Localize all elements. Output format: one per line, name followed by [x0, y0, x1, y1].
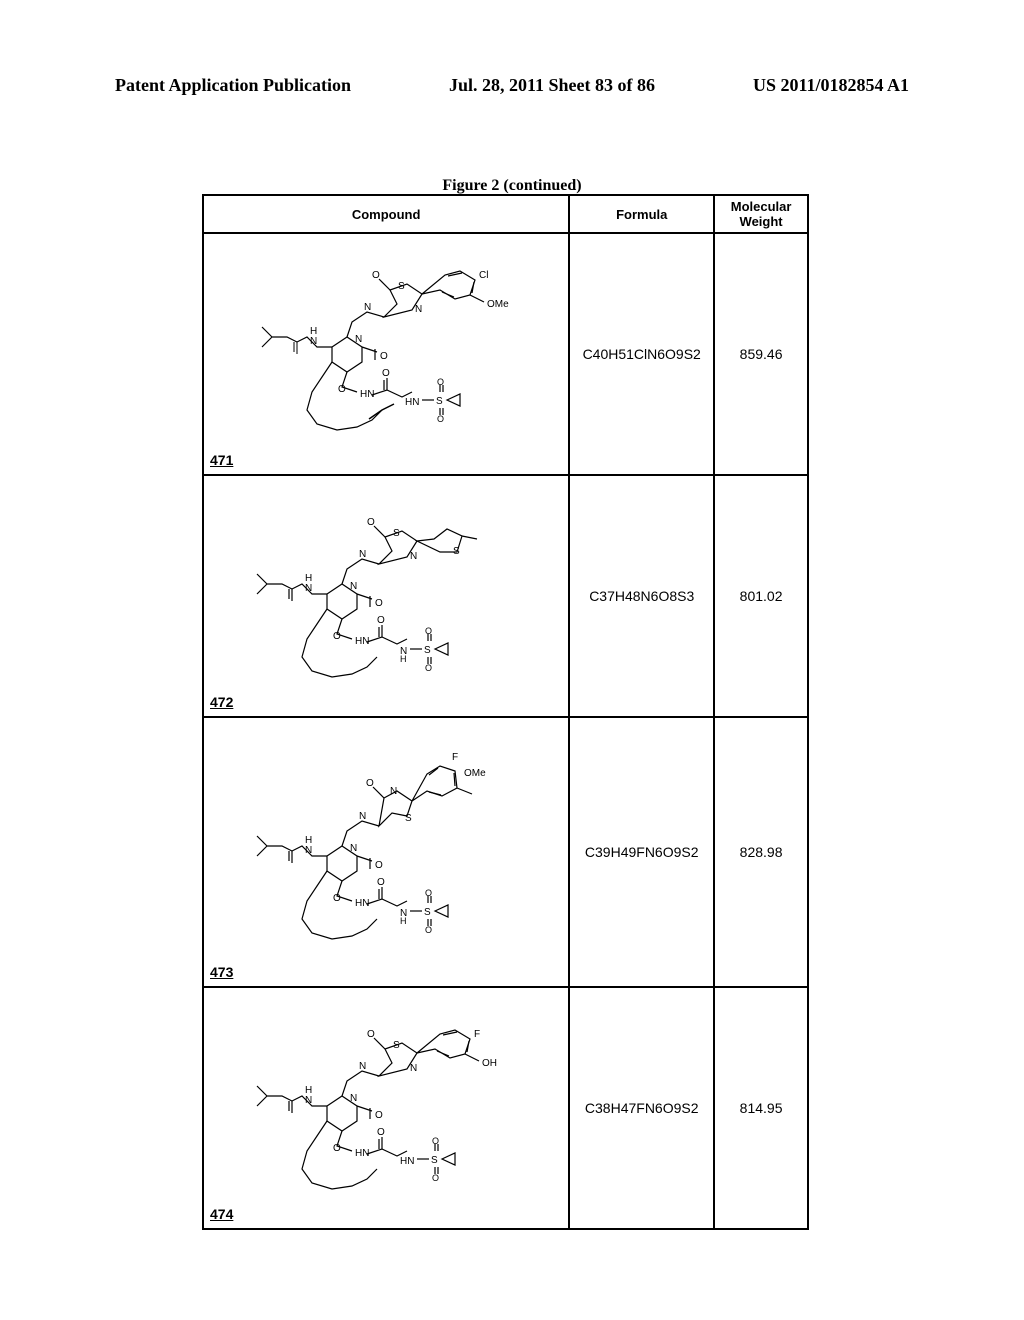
- svg-text:O: O: [425, 925, 432, 935]
- svg-text:N: N: [305, 583, 312, 594]
- svg-text:F: F: [474, 1029, 480, 1040]
- svg-text:O: O: [377, 877, 385, 888]
- svg-text:N: N: [350, 581, 357, 592]
- header-publication-number: US 2011/0182854 A1: [753, 75, 909, 96]
- svg-text:H: H: [400, 654, 407, 664]
- header-date-sheet: Jul. 28, 2011 Sheet 83 of 86: [449, 75, 655, 96]
- compound-weight: 828.98: [714, 717, 808, 987]
- column-header-weight: Molecular Weight: [714, 195, 808, 233]
- compound-weight: 801.02: [714, 475, 808, 717]
- svg-text:N: N: [305, 845, 312, 856]
- svg-text:O: O: [380, 351, 388, 362]
- svg-text:Cl: Cl: [479, 270, 488, 281]
- compound-formula: C37H48N6O8S3: [569, 475, 714, 717]
- svg-text:S: S: [436, 396, 443, 407]
- svg-text:O: O: [338, 384, 346, 395]
- svg-text:N: N: [355, 334, 362, 345]
- compound-structure-cell: H N N O N S N O: [203, 987, 569, 1229]
- table-row: H N N O N S N O: [203, 233, 808, 475]
- compound-table: Compound Formula Molecular Weight H N N …: [202, 194, 809, 1230]
- compound-weight: 814.95: [714, 987, 808, 1229]
- svg-text:N: N: [359, 811, 366, 822]
- svg-text:HN: HN: [405, 397, 419, 408]
- svg-text:O: O: [333, 1143, 341, 1154]
- chemical-structure-icon: H N N O N S N O: [212, 726, 564, 964]
- svg-text:OMe: OMe: [487, 299, 509, 310]
- svg-text:N: N: [410, 1063, 417, 1074]
- compound-structure-cell: H N N O N S N O S: [203, 475, 569, 717]
- svg-text:N: N: [310, 336, 317, 347]
- compound-number: 471: [210, 452, 233, 468]
- svg-text:O: O: [425, 888, 432, 898]
- compound-structure-cell: H N N O N S N O: [203, 717, 569, 987]
- svg-text:S: S: [424, 645, 431, 656]
- compound-number: 474: [210, 1206, 233, 1222]
- svg-text:HN: HN: [400, 1156, 414, 1167]
- svg-text:O: O: [425, 626, 432, 636]
- table-header-row: Compound Formula Molecular Weight: [203, 195, 808, 233]
- column-header-compound: Compound: [203, 195, 569, 233]
- table-row: H N N O N S N O S: [203, 475, 808, 717]
- svg-text:OH: OH: [482, 1058, 497, 1069]
- compound-number: 473: [210, 964, 233, 980]
- svg-text:O: O: [437, 414, 444, 424]
- svg-text:N: N: [415, 304, 422, 315]
- compound-formula: C39H49FN6O9S2: [569, 717, 714, 987]
- svg-text:N: N: [305, 1095, 312, 1106]
- svg-text:O: O: [375, 1110, 383, 1121]
- svg-text:S: S: [424, 907, 431, 918]
- table-row: H N N O N S N O: [203, 987, 808, 1229]
- svg-text:O: O: [425, 663, 432, 673]
- svg-text:O: O: [377, 615, 385, 626]
- svg-text:S: S: [398, 281, 405, 292]
- figure-title: Figure 2 (continued): [0, 177, 1024, 195]
- chemical-structure-icon: H N N O N S N O: [212, 996, 564, 1206]
- svg-text:O: O: [375, 598, 383, 609]
- svg-text:O: O: [377, 1127, 385, 1138]
- svg-text:O: O: [367, 517, 375, 528]
- table-row: H N N O N S N O: [203, 717, 808, 987]
- svg-text:N: N: [390, 786, 397, 797]
- patent-header: Patent Application Publication Jul. 28, …: [115, 75, 909, 96]
- svg-text:O: O: [333, 631, 341, 642]
- svg-text:S: S: [393, 528, 400, 539]
- svg-text:O: O: [367, 1029, 375, 1040]
- svg-text:O: O: [382, 368, 390, 379]
- column-header-formula: Formula: [569, 195, 714, 233]
- svg-text:S: S: [405, 813, 412, 824]
- chemical-structure-icon: H N N O N S N O S: [212, 484, 564, 694]
- svg-text:N: N: [350, 1093, 357, 1104]
- chemical-structure-icon: H N N O N S N O: [212, 242, 564, 452]
- svg-text:S: S: [431, 1155, 438, 1166]
- svg-text:O: O: [333, 893, 341, 904]
- svg-text:F: F: [452, 752, 458, 763]
- svg-text:S: S: [453, 546, 460, 557]
- svg-text:N: N: [359, 549, 366, 560]
- svg-text:H: H: [400, 916, 407, 926]
- svg-text:N: N: [350, 843, 357, 854]
- compound-formula: C38H47FN6O9S2: [569, 987, 714, 1229]
- svg-text:N: N: [364, 302, 371, 313]
- svg-text:O: O: [366, 778, 374, 789]
- svg-text:N: N: [359, 1061, 366, 1072]
- svg-text:O: O: [437, 377, 444, 387]
- svg-text:OMe: OMe: [464, 768, 486, 779]
- svg-text:O: O: [372, 270, 380, 281]
- svg-text:N: N: [410, 551, 417, 562]
- svg-text:O: O: [432, 1173, 439, 1183]
- compound-formula: C40H51ClN6O9S2: [569, 233, 714, 475]
- svg-text:S: S: [393, 1040, 400, 1051]
- compound-structure-cell: H N N O N S N O: [203, 233, 569, 475]
- svg-text:O: O: [375, 860, 383, 871]
- header-publication-type: Patent Application Publication: [115, 75, 351, 96]
- compound-number: 472: [210, 694, 233, 710]
- compound-weight: 859.46: [714, 233, 808, 475]
- svg-text:O: O: [432, 1136, 439, 1146]
